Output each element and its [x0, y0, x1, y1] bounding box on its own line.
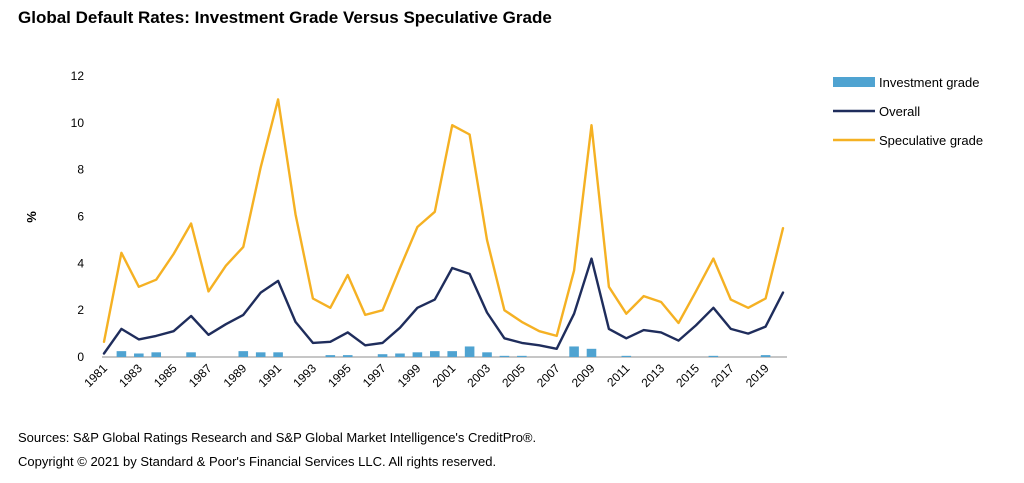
x-tick-label: 1985: [151, 361, 180, 390]
investment-grade-bar: [395, 353, 405, 357]
investment-grade-bar: [430, 351, 440, 357]
y-axis-label: %: [24, 211, 39, 223]
investment-grade-bar: [116, 351, 127, 357]
x-tick-label: 1999: [395, 361, 424, 390]
investment-grade-bar: [464, 346, 475, 357]
y-tick-label: 0: [77, 350, 84, 364]
footer-sources: Sources: S&P Global Ratings Research and…: [18, 430, 537, 445]
y-tick-label: 8: [77, 163, 84, 177]
investment-grade-bar: [186, 352, 196, 357]
footer-copyright: Copyright © 2021 by Standard & Poor's Fi…: [18, 454, 497, 469]
y-tick-label: 6: [77, 210, 84, 224]
x-tick-label: 2017: [708, 361, 737, 390]
investment-grade-bar: [412, 352, 423, 357]
x-tick-label: 2005: [499, 361, 528, 390]
speculative-grade-line: [102, 98, 785, 343]
investment-grade-bar: [708, 355, 719, 357]
investment-grade-bar: [255, 352, 266, 357]
investment-grade-bar: [621, 355, 632, 357]
y-tick-label: 4: [77, 256, 84, 270]
x-tick-label: 1991: [255, 361, 284, 390]
y-tick-label: 10: [71, 116, 85, 130]
investment-grade-bar: [325, 355, 336, 357]
x-tick-label: 1983: [116, 361, 145, 390]
legend-label-investment-grade: Investment grade: [879, 75, 979, 90]
x-tick-label: 2009: [569, 361, 598, 390]
y-tick-label: 12: [71, 69, 85, 83]
x-tick-label: 1995: [325, 361, 354, 390]
x-tick-label: 2011: [604, 361, 632, 389]
y-tick-label: 2: [77, 303, 84, 317]
x-tick-label: 2013: [638, 361, 667, 390]
investment-grade-bar: [482, 352, 492, 357]
investment-grade-bar: [134, 353, 144, 357]
investment-grade-bar: [342, 355, 353, 357]
x-tick-label: 1987: [186, 361, 215, 390]
x-tick-label: 1997: [360, 361, 389, 390]
investment-grade-bar: [273, 352, 283, 357]
overall-line: [102, 257, 785, 355]
x-tick-label: 2019: [743, 361, 772, 390]
legend-label-overall: Overall: [879, 104, 920, 119]
x-tick-label: 1981: [81, 361, 110, 390]
chart-title: Global Default Rates: Investment Grade V…: [18, 8, 552, 27]
investment-grade-bar: [499, 355, 510, 357]
investment-grade-bar: [447, 351, 457, 357]
legend: Investment grade Overall Speculative grade: [833, 75, 983, 148]
investment-grade-bar: [238, 351, 249, 357]
investment-grade-bar: [151, 352, 162, 357]
investment-grade-bar: [517, 355, 527, 357]
investment-grade-bar: [760, 355, 771, 357]
investment-grade-bar: [586, 348, 597, 357]
investment-grade-bars: [116, 346, 771, 357]
x-tick-label: 2015: [673, 361, 702, 390]
x-tick-label: 1989: [221, 361, 250, 390]
investment-grade-bar: [377, 354, 388, 357]
legend-swatch-investment-grade: [833, 77, 875, 87]
series-lines: [102, 98, 785, 355]
legend-label-speculative-grade: Speculative grade: [879, 133, 983, 148]
x-tick-label: 2007: [534, 361, 563, 390]
investment-grade-bar: [569, 346, 579, 357]
x-tick-label: 1993: [290, 361, 319, 390]
x-tick-label: 2001: [430, 361, 459, 390]
x-tick-label: 2003: [464, 361, 493, 390]
